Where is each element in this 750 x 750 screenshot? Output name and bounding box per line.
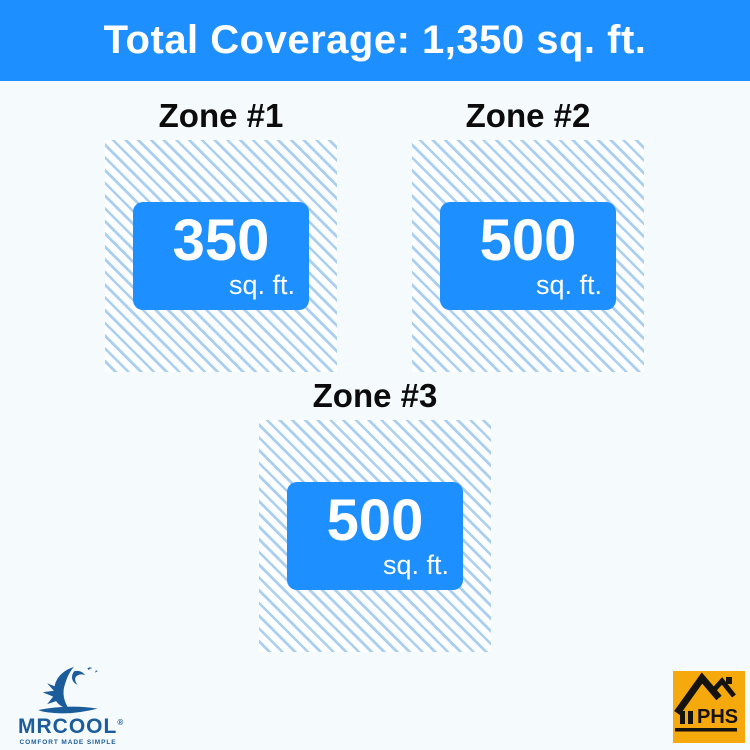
zone-3-card: 500 sq. ft. — [287, 482, 463, 590]
zone-2-coverage-area: 500 sq. ft. — [412, 140, 644, 372]
mrcool-penguin-icon — [38, 666, 98, 714]
zone-1-coverage-area: 350 sq. ft. — [105, 140, 337, 372]
zone-1-value: 350 — [172, 208, 270, 273]
header-banner: Total Coverage: 1,350 sq. ft. — [0, 0, 750, 81]
zone-1-title: Zone #1 — [158, 97, 284, 134]
zone-1-unit: sq. ft. — [228, 270, 295, 300]
zone-1-card: 350 sq. ft. — [133, 202, 309, 310]
zone-3-value: 500 — [326, 488, 424, 553]
zone-3-section: Zone #3 500 sq. ft. — [259, 376, 491, 652]
phs-label: PHS — [697, 706, 738, 728]
total-coverage-title: Total Coverage: 1,350 sq. ft. — [103, 18, 647, 62]
zone-2-value: 500 — [479, 208, 577, 273]
mrcool-wordmark: MRCOOL® — [18, 715, 124, 738]
phs-logo: PHS — [673, 671, 745, 743]
zone-2-unit: sq. ft. — [535, 270, 602, 300]
zone-3-title: Zone #3 — [312, 377, 438, 414]
mrcool-tagline: COMFORT MADE SIMPLE — [19, 739, 117, 746]
phs-house-roof-icon: PHS — [674, 672, 738, 732]
zone-1-section: Zone #1 350 sq. ft. — [105, 96, 337, 372]
zone-3-coverage-area: 500 sq. ft. — [259, 420, 491, 652]
registered-trademark-symbol: ® — [117, 718, 124, 727]
zone-2-title: Zone #2 — [465, 97, 591, 134]
zone-2-card: 500 sq. ft. — [440, 202, 616, 310]
zone-3-unit: sq. ft. — [382, 550, 449, 580]
mrcool-logo: MRCOOL® COMFORT MADE SIMPLE — [18, 664, 124, 746]
zone-2-section: Zone #2 500 sq. ft. — [412, 96, 644, 372]
